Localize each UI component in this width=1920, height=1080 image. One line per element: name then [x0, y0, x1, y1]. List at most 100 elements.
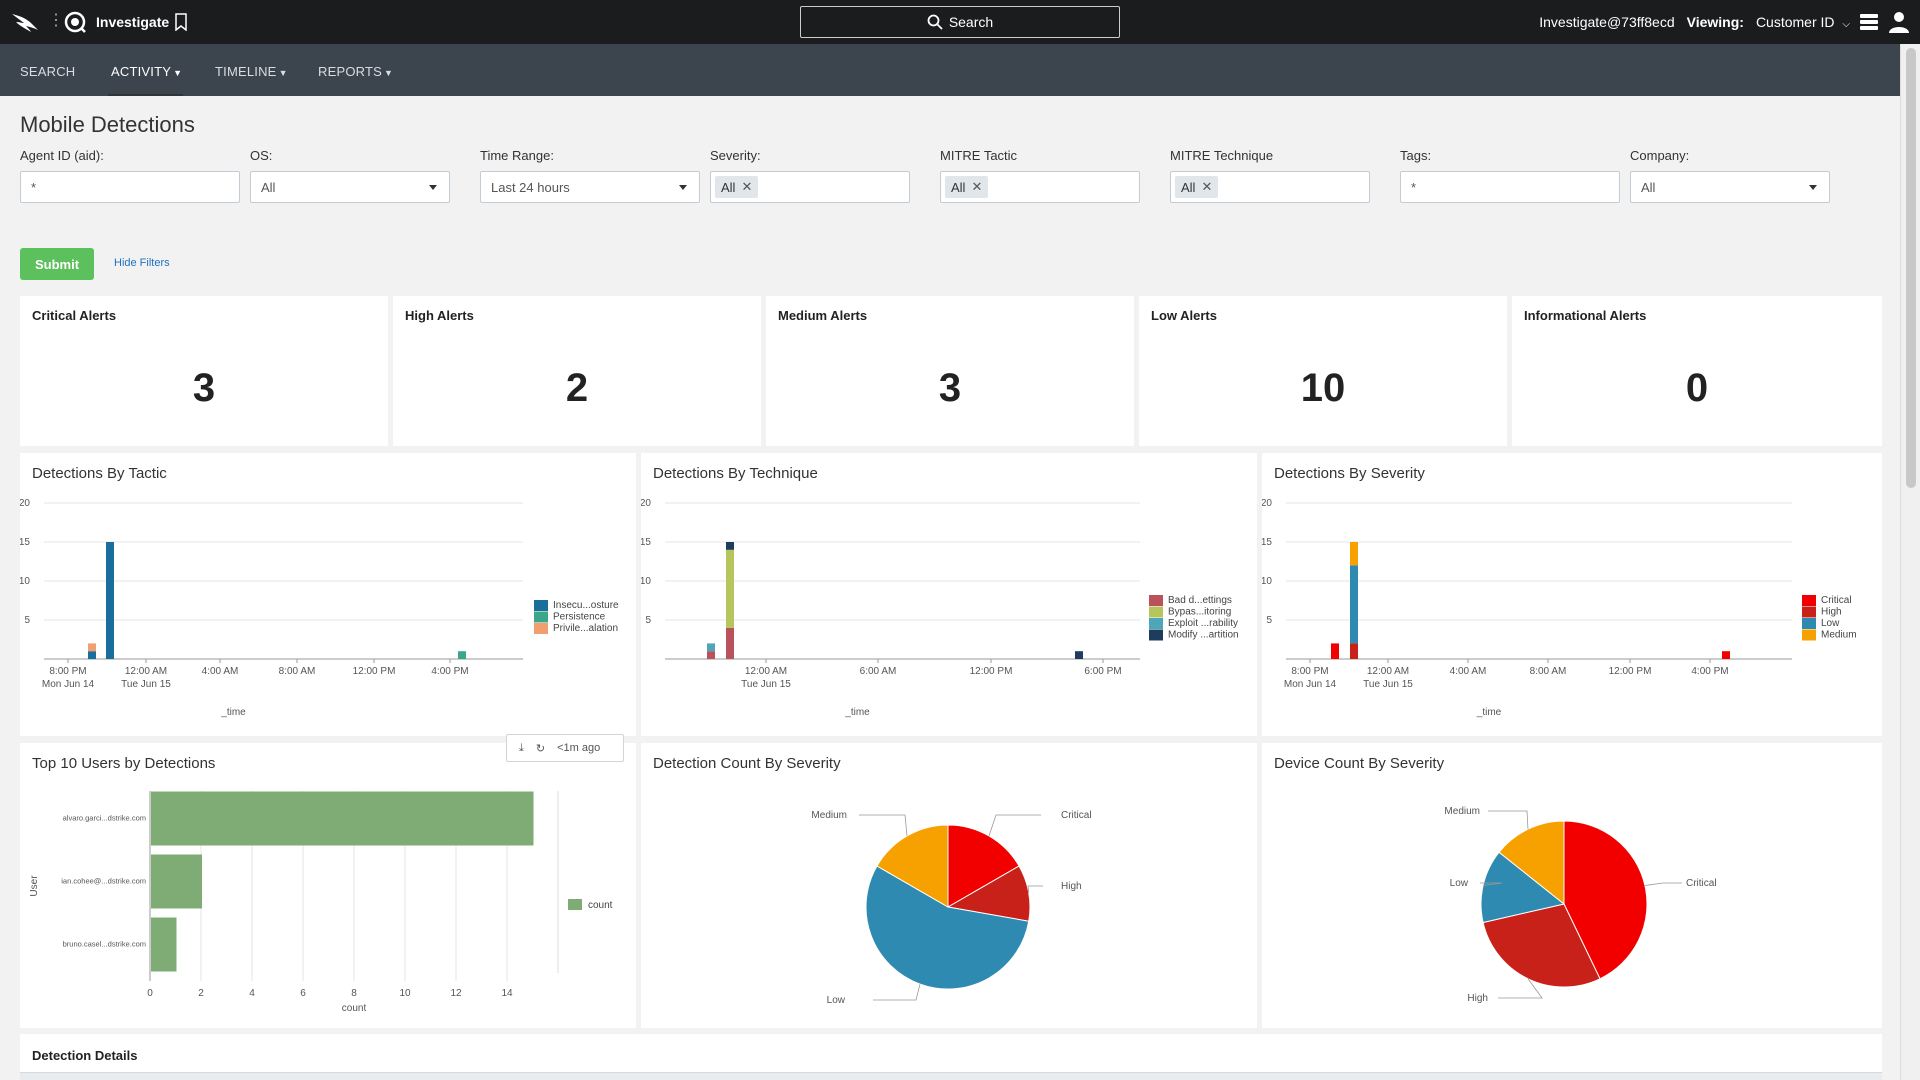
bar-segment: [458, 651, 466, 659]
os-dropdown[interactable]: All: [250, 171, 450, 203]
tactic-chart[interactable]: 5 10 15 20 8:00 PM Mon Jun 14 12:00 AM Tue Jun …: [20, 453, 636, 736]
kpi-value: 3: [192, 366, 216, 410]
x-tick-label: 8:00 PM: [49, 666, 86, 677]
y-tick-label: 15: [20, 537, 30, 548]
panel-detections-by-severity: Detections By Severity 5 10 15 20 8:00 PM Mon…: [1262, 453, 1882, 736]
filter-company: Company: All: [1630, 148, 1830, 203]
bar: [151, 791, 534, 846]
nav-search[interactable]: SEARCH: [20, 64, 75, 79]
top-bar: ⋮ Investigate Search Investigate@73ff8ec…: [0, 0, 1920, 44]
submit-button[interactable]: Submit: [20, 248, 94, 280]
y-tick-label: 20: [20, 498, 30, 509]
user-profile-icon[interactable]: [1888, 10, 1910, 34]
download-icon[interactable]: ⤓: [519, 741, 524, 754]
legend-swatch: [568, 899, 582, 910]
kpi-high-alerts[interactable]: High Alerts 2: [393, 296, 761, 446]
bar-segment: [1075, 651, 1083, 659]
pie-leader-line: [1644, 882, 1682, 886]
filter-label: Tags:: [1400, 148, 1432, 163]
severity-chart[interactable]: 5 10 15 20 8:00 PM Mon Jun 14 12:00 AM Tue Jun …: [1262, 453, 1882, 736]
legend-swatch: [534, 600, 548, 611]
legend-swatch: [1149, 606, 1163, 618]
filter-label: Time Range:: [480, 148, 554, 163]
company-dropdown[interactable]: All: [1630, 171, 1830, 203]
remove-tag-icon[interactable]: ✕: [741, 179, 753, 194]
app-menu-icon[interactable]: ⋮: [48, 12, 64, 29]
dropdown-arrow-icon: [429, 185, 437, 190]
x-tick-label: 10: [399, 988, 411, 999]
x-axis-title: count: [342, 1003, 367, 1014]
pie-leader-line: [1498, 978, 1543, 999]
filter-label: MITRE Technique: [1170, 148, 1274, 163]
pie-label: High: [1061, 881, 1082, 892]
customer-selector[interactable]: Customer ID ⌵: [1756, 14, 1850, 30]
y-tick-label: 5: [24, 615, 30, 626]
legend-swatch: [1149, 618, 1163, 629]
panel-toolbar: ⤓ ↻ <1m ago: [506, 734, 624, 762]
filter-agent-id: Agent ID (aid): *: [20, 148, 240, 203]
tag-label: All: [1181, 179, 1196, 195]
bar: [151, 854, 202, 909]
bar-segment: [1331, 643, 1339, 659]
page-scrollbar[interactable]: [1900, 44, 1920, 1080]
kpi-low-alerts[interactable]: Low Alerts 10: [1139, 296, 1507, 446]
page-title: Mobile Detections: [20, 112, 195, 137]
nav-timeline[interactable]: TIMELINE ▼: [215, 64, 288, 79]
scrollbar-thumb[interactable]: [1906, 48, 1916, 488]
x-tick-label: 4:00 PM: [431, 666, 468, 677]
chart-title: Device Count By Severity: [1274, 755, 1445, 772]
tag-label: All: [951, 179, 966, 195]
bar-segment: [726, 549, 734, 628]
nav-reports[interactable]: REPORTS ▼: [318, 64, 393, 79]
severity-tag: All ✕: [715, 176, 759, 198]
mitre-tactic-multiselect[interactable]: All ✕: [940, 171, 1140, 203]
y-tick-label: 20: [641, 498, 651, 509]
kpi-value: 10: [1300, 366, 1346, 410]
chart-title: Detections By Technique: [653, 465, 818, 482]
bookmark-icon[interactable]: [174, 13, 188, 31]
chart-title: Top 10 Users by Detections: [32, 755, 216, 772]
tags-input[interactable]: *: [1400, 171, 1620, 203]
pie-label: Medium: [811, 810, 847, 821]
agent-id-input[interactable]: *: [20, 171, 240, 203]
hide-filters-link[interactable]: Hide Filters: [114, 257, 170, 269]
investigate-app-icon: [64, 11, 86, 33]
nav-reports-label: REPORTS: [318, 64, 383, 79]
severity-multiselect[interactable]: All ✕: [710, 171, 910, 203]
remove-tag-icon[interactable]: ✕: [1201, 179, 1213, 194]
detection-count-pie[interactable]: Critical High Low Medium: [641, 743, 1257, 1028]
falcon-logo-icon[interactable]: [10, 10, 40, 34]
app-name[interactable]: Investigate: [96, 14, 170, 30]
technique-chart[interactable]: 5 10 15 20 12:00 AM Tue Jun 15 6:00 AM 12:00 PM…: [641, 453, 1257, 736]
kpi-value: 3: [938, 366, 962, 410]
bar-segment: [707, 643, 715, 652]
notifications-icon[interactable]: [1858, 11, 1880, 33]
users-chart[interactable]: 0 2 4 6 8 10 12 14 alvaro.garci...dstrike.com ian…: [20, 743, 636, 1028]
nav-activity[interactable]: ACTIVITY ▼: [111, 64, 182, 79]
kpi-title: Medium Alerts: [778, 308, 868, 323]
kpi-critical-alerts[interactable]: Critical Alerts 3: [20, 296, 388, 446]
x-tick-label: 12:00 AM: [1367, 666, 1409, 677]
legend-label: Bad d...ettings: [1168, 595, 1232, 606]
global-search-button[interactable]: Search: [800, 6, 1120, 38]
bar-segment: [1350, 542, 1358, 566]
mitre-technique-multiselect[interactable]: All ✕: [1170, 171, 1370, 203]
details-title: Detection Details: [32, 1048, 138, 1063]
x-tick-label: Mon Jun 14: [1284, 679, 1337, 690]
remove-tag-icon[interactable]: ✕: [971, 179, 983, 194]
pie-leader-line: [1488, 810, 1529, 830]
time-range-dropdown[interactable]: Last 24 hours: [480, 171, 700, 203]
user-account[interactable]: Investigate@73ff8ecd: [1539, 14, 1675, 30]
x-tick-label: 12:00 PM: [970, 666, 1013, 677]
device-count-pie[interactable]: Critical High Low Medium: [1262, 743, 1882, 1028]
kpi-medium-alerts[interactable]: Medium Alerts 3: [766, 296, 1134, 446]
kpi-informational-alerts[interactable]: Informational Alerts 0: [1512, 296, 1882, 446]
y-axis-title: User: [29, 875, 40, 897]
refresh-icon[interactable]: ↻: [535, 742, 546, 755]
kpi-value: 0: [1685, 366, 1709, 410]
x-tick-label: 6:00 AM: [860, 666, 897, 677]
last-refreshed-label: <1m ago: [557, 742, 601, 754]
caret-down-icon: ▼: [173, 68, 183, 78]
chart-title: Detections By Severity: [1274, 465, 1425, 482]
x-tick-label: 8:00 AM: [279, 666, 316, 677]
